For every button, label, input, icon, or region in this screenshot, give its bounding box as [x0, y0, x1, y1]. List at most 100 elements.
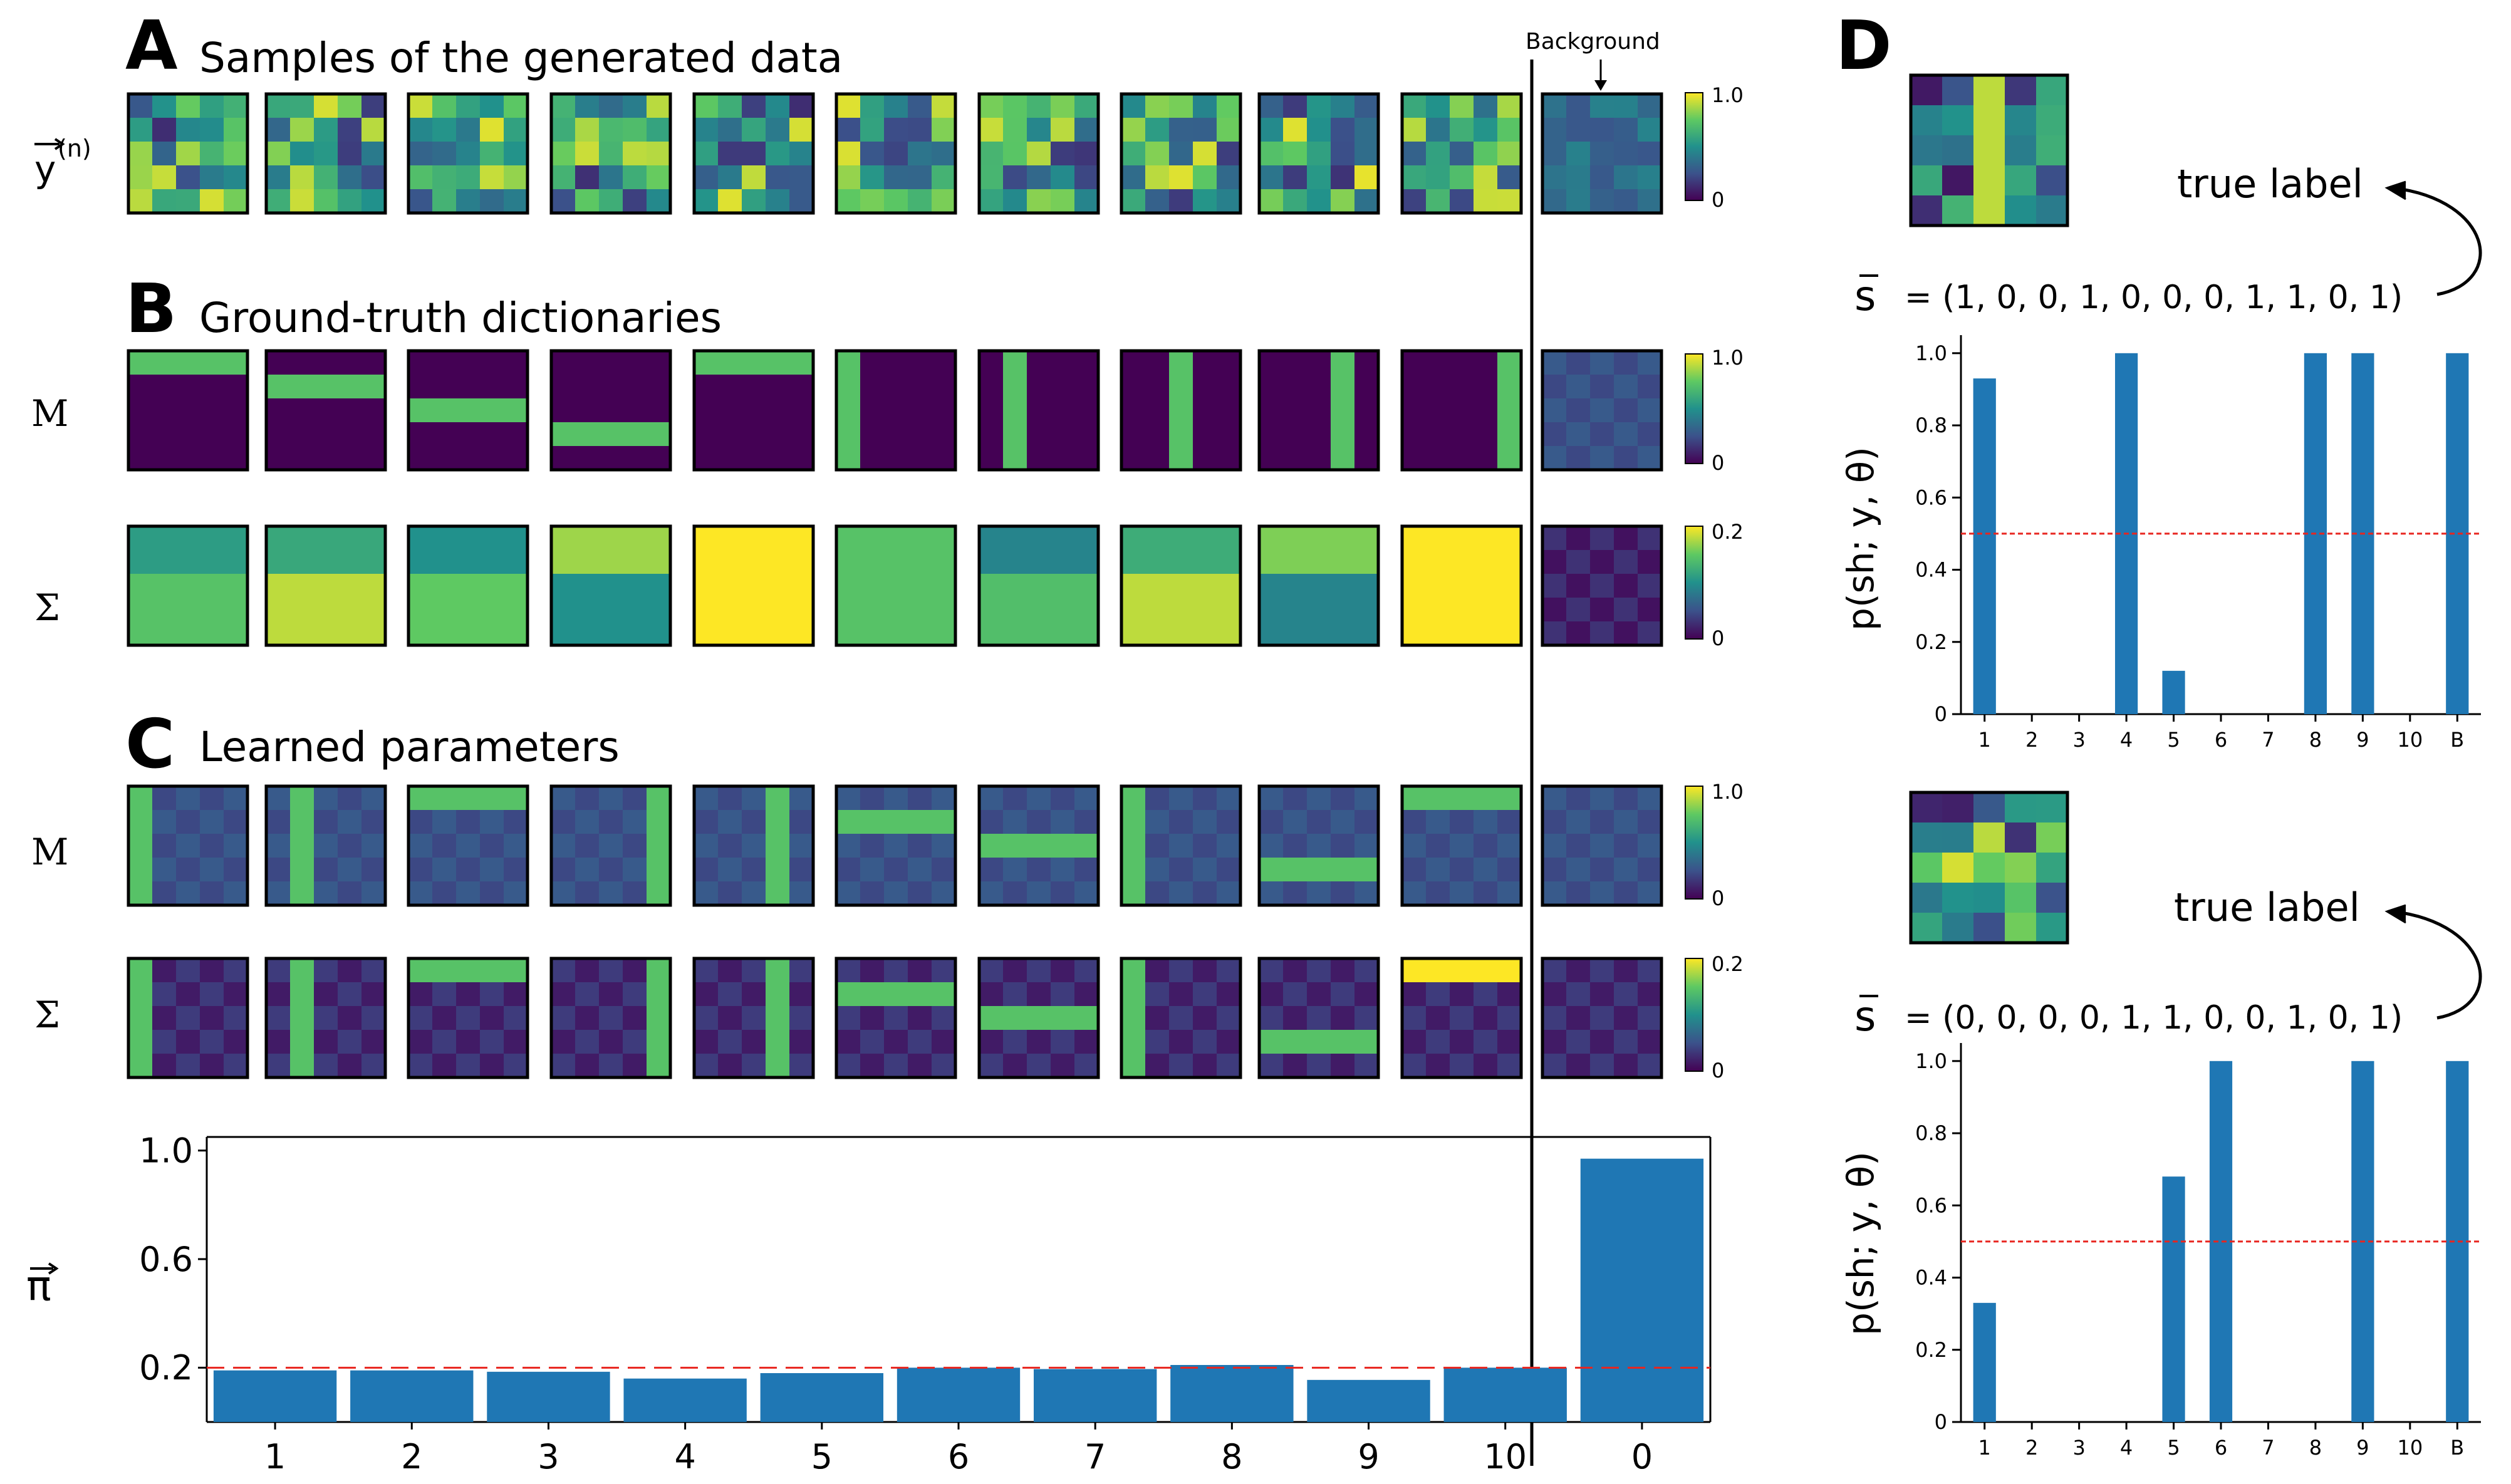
heatmap-cell: [1426, 351, 1450, 375]
heatmap-cell: [1145, 94, 1170, 118]
heatmap-cell: [1145, 598, 1170, 622]
heatmap-cell: [1307, 786, 1331, 811]
heatmap-cell: [314, 446, 338, 470]
heatmap-cell: [456, 958, 481, 983]
heatmap-frame: [407, 784, 529, 907]
heatmap-cell: [314, 422, 338, 447]
heatmap-cell: [1169, 1054, 1193, 1078]
heatmap-cell: [1638, 375, 1662, 399]
heatmap-cell: [766, 834, 790, 858]
heatmap-cell: [1145, 142, 1170, 166]
heatmap-cell: [694, 94, 719, 118]
heatmap-cell: [456, 526, 481, 551]
heatmap-cell: [551, 550, 576, 574]
row-label-y-arrowhead: [54, 138, 65, 150]
heatmap-cell: [789, 881, 814, 906]
heatmap-cell: [456, 118, 481, 142]
heatmap-cell: [860, 834, 885, 858]
heatmap-cell: [1027, 142, 1051, 166]
heatmap-cell: [1354, 834, 1379, 858]
heatmap-cell: [1542, 526, 1567, 551]
heatmap-cell: [836, 351, 861, 375]
heatmap-cell: [599, 982, 623, 1007]
heatmap-cell: [1027, 118, 1051, 142]
heatmap-cell: [1259, 351, 1284, 375]
heatmap-cell: [789, 165, 814, 190]
heatmap-cell: [1145, 351, 1170, 375]
heatmap-cell: [979, 94, 1004, 118]
heatmap-cell: [884, 1030, 908, 1054]
heatmap-cell: [1590, 621, 1614, 646]
y-tick-label: 1.0: [1915, 1049, 1947, 1073]
x-tick-label: 4: [2120, 1436, 2133, 1460]
heatmap-cell: [1193, 598, 1217, 622]
heatmap-cell: [1074, 165, 1099, 190]
heatmap-cell: [860, 1054, 885, 1078]
learned-sigma-tile-6: [834, 957, 957, 1079]
heatmap-cell: [742, 858, 766, 882]
heatmap-cell: [789, 398, 814, 423]
heatmap-cell: [979, 118, 1004, 142]
heatmap-cell: [1307, 1054, 1331, 1078]
heatmap-cell: [694, 398, 719, 423]
heatmap-cell: [789, 786, 814, 811]
heatmap-cell: [1283, 398, 1307, 423]
heatmap-frame: [834, 92, 957, 215]
heatmap-cell: [836, 1054, 861, 1078]
heatmap-frame: [549, 92, 672, 215]
heatmap-cell: [1590, 1006, 1614, 1030]
heatmap-cell: [1283, 958, 1307, 983]
y-tick-label: 0.2: [1915, 630, 1947, 654]
heatmap-cell: [1003, 94, 1027, 118]
heatmap-cell: [1638, 1054, 1662, 1078]
heatmap-cell: [176, 982, 200, 1007]
heatmap-cell: [361, 375, 386, 399]
heatmap-cell: [1217, 810, 1241, 834]
heatmap-cell: [836, 1030, 861, 1054]
heatmap-cell: [432, 165, 457, 190]
heatmap-cell: [789, 621, 814, 646]
heatmap-cell: [176, 118, 200, 142]
heatmap-cell: [314, 1006, 338, 1030]
heatmap-cell: [1402, 398, 1427, 423]
heatmap-cell: [908, 526, 932, 551]
heatmap-cell: [2036, 792, 2068, 823]
heatmap-cell: [176, 858, 200, 882]
heatmap-cell: [551, 446, 576, 470]
heatmap-cell: [504, 142, 528, 166]
heatmap-cell: [1217, 550, 1241, 574]
heatmap-cell: [314, 550, 338, 574]
heatmap-cell: [694, 422, 719, 447]
heatmap-cell: [647, 1030, 671, 1054]
gt-sigma-tile-3: [407, 524, 529, 647]
chart-posterior-1: 00.20.40.60.81.01 2 3 4 5 6 7 8 9 10 B: [1915, 335, 2481, 752]
heatmap-cell: [1331, 982, 1355, 1007]
heatmap-frame: [1400, 92, 1523, 215]
heatmap-cell: [504, 526, 528, 551]
heatmap-cell: [1169, 621, 1193, 646]
heatmap-cell: [1402, 598, 1427, 622]
heatmap-cell: [884, 786, 908, 811]
heatmap-cell: [1003, 834, 1027, 858]
heatmap-frame: [264, 524, 387, 647]
heatmap-cell: [1497, 810, 1522, 834]
heatmap-cell: [599, 94, 623, 118]
heatmap-cell: [1003, 786, 1027, 811]
heatmap-cell: [176, 834, 200, 858]
heatmap-cell: [789, 142, 814, 166]
gt-sigma-tile-1: [127, 524, 249, 647]
colorbar-c-s: 0.2 0: [1685, 952, 1744, 1082]
heatmap-cell: [623, 982, 647, 1007]
heatmap-cell: [1426, 858, 1450, 882]
heatmap-cell: [979, 982, 1004, 1007]
row-label-c-m: M: [31, 831, 68, 873]
heatmap-cell: [1614, 1030, 1638, 1054]
heatmap-cell: [1354, 881, 1379, 906]
heatmap-cell: [432, 446, 457, 470]
heatmap-cell: [1121, 189, 1146, 214]
heatmap-cell: [1121, 142, 1146, 166]
heatmap-frame: [1120, 524, 1242, 647]
heatmap-cell: [1003, 398, 1027, 423]
heatmap-cell: [1331, 786, 1355, 811]
heatmap-cell: [361, 550, 386, 574]
